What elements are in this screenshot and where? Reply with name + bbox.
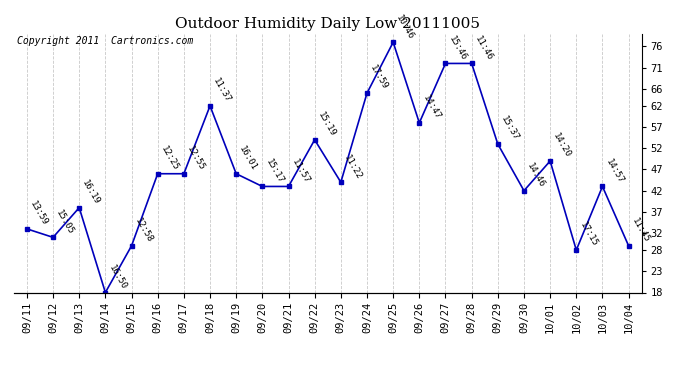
- Text: 11:45: 11:45: [630, 217, 651, 244]
- Text: 11:37: 11:37: [211, 77, 233, 105]
- Text: 17:59: 17:59: [368, 64, 390, 92]
- Text: 13:59: 13:59: [28, 200, 50, 228]
- Text: 11:22: 11:22: [342, 153, 364, 181]
- Text: 16:50: 16:50: [107, 263, 128, 291]
- Text: 14:46: 14:46: [525, 162, 546, 189]
- Text: 15:37: 15:37: [499, 115, 520, 142]
- Text: 12:55: 12:55: [185, 145, 206, 172]
- Text: 11:57: 11:57: [290, 157, 311, 185]
- Text: 12:58: 12:58: [133, 217, 154, 244]
- Text: 14:47: 14:47: [421, 94, 442, 122]
- Text: 16:19: 16:19: [81, 178, 102, 206]
- Text: 17:15: 17:15: [578, 221, 599, 249]
- Text: 14:20: 14:20: [551, 132, 573, 160]
- Text: 15:19: 15:19: [316, 111, 337, 138]
- Text: 15:17: 15:17: [264, 157, 285, 185]
- Text: Copyright 2011  Cartronics.com: Copyright 2011 Cartronics.com: [17, 36, 193, 46]
- Text: 12:25: 12:25: [159, 145, 180, 172]
- Text: 15:46: 15:46: [447, 34, 468, 62]
- Text: 10:46: 10:46: [395, 13, 416, 41]
- Title: Outdoor Humidity Daily Low 20111005: Outdoor Humidity Daily Low 20111005: [175, 17, 480, 31]
- Text: 11:46: 11:46: [473, 34, 494, 62]
- Text: 16:01: 16:01: [237, 145, 259, 172]
- Text: 14:57: 14:57: [604, 157, 625, 185]
- Text: 15:05: 15:05: [55, 208, 76, 236]
